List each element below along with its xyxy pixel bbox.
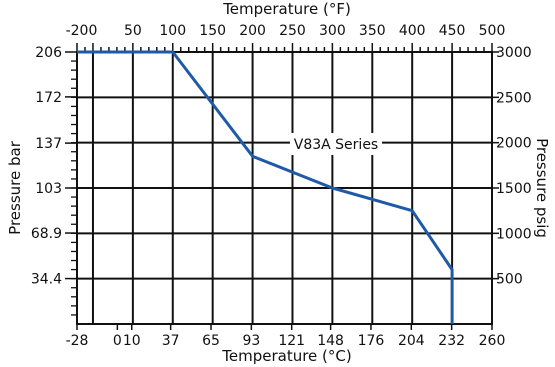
left-tick-label: 206 bbox=[35, 45, 62, 61]
bottom-tick-label: 176 bbox=[358, 333, 385, 349]
right-axis-title: Pressure psig bbox=[533, 138, 551, 238]
bottom-tick-label: 10 bbox=[123, 333, 141, 349]
top-tick-label: 450 bbox=[439, 23, 466, 39]
left-axis-title: Pressure bar bbox=[6, 140, 24, 235]
left-tick-label: 68.9 bbox=[31, 226, 62, 242]
top-tick-label: 50 bbox=[124, 23, 142, 39]
right-tick-label: 1500 bbox=[496, 181, 532, 197]
right-tick-label: 500 bbox=[496, 272, 523, 288]
grid bbox=[77, 52, 492, 324]
bottom-tick-label: 121 bbox=[278, 333, 305, 349]
top-tick-label: 400 bbox=[399, 23, 426, 39]
bottom-tick-label: 37 bbox=[162, 333, 180, 349]
top-tick-label: 200 bbox=[239, 23, 266, 39]
top-tick-label: 100 bbox=[159, 23, 186, 39]
left-tick-label: 103 bbox=[35, 181, 62, 197]
bottom-tick-label: 232 bbox=[438, 333, 465, 349]
left-tick-label: 172 bbox=[35, 90, 62, 106]
bottom-tick-label: 148 bbox=[317, 333, 344, 349]
bottom-tick-label: 65 bbox=[202, 333, 220, 349]
bottom-tick-label: 0 bbox=[113, 333, 122, 349]
left-tick-label: 34.4 bbox=[31, 272, 62, 288]
bottom-tick-label: -28 bbox=[66, 333, 89, 349]
right-tick-label: 2000 bbox=[496, 136, 532, 152]
left-tick-label: 137 bbox=[35, 136, 62, 152]
top-tick-label: 500 bbox=[479, 23, 506, 39]
series-label-background bbox=[290, 133, 382, 155]
top-axis-title: Temperature (°F) bbox=[222, 0, 351, 18]
bottom-tick-label: 260 bbox=[479, 333, 506, 349]
bottom-tick-label: 93 bbox=[242, 333, 260, 349]
top-tick-label: 300 bbox=[319, 23, 346, 39]
bottom-tick-label: 204 bbox=[398, 333, 425, 349]
axis-ticks bbox=[65, 43, 499, 330]
top-tick-label: -20 bbox=[66, 23, 89, 39]
series-line bbox=[77, 50, 454, 324]
bottom-axis-title: Temperature (°C) bbox=[221, 347, 351, 365]
right-tick-label: 1000 bbox=[496, 226, 532, 242]
tick-labels: -20 0 50 100 150 200 250 300 350 400 450 500-28 0 10 3… bbox=[31, 23, 532, 349]
top-tick-label: 250 bbox=[279, 23, 306, 39]
series-layer bbox=[77, 50, 454, 324]
right-tick-label: 3000 bbox=[496, 45, 532, 61]
top-tick-label: 150 bbox=[199, 23, 226, 39]
top-tick-label: 350 bbox=[359, 23, 386, 39]
top-tick-label: 0 bbox=[89, 23, 98, 39]
series-label: V83A Series bbox=[294, 137, 378, 153]
right-tick-label: 2500 bbox=[496, 90, 532, 106]
